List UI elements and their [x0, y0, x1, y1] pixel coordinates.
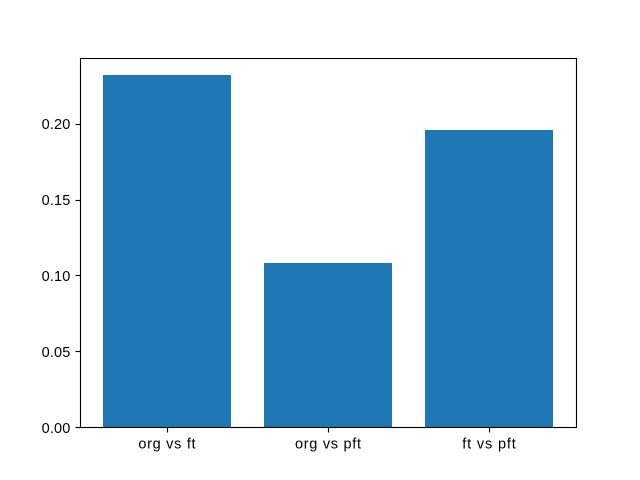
svg-text:0.10: 0.10 [42, 269, 71, 285]
svg-text:org vs ft: org vs ft [138, 436, 195, 452]
svg-text:org vs pft: org vs pft [295, 436, 361, 452]
svg-text:0.15: 0.15 [42, 193, 71, 209]
svg-text:0.00: 0.00 [42, 421, 71, 437]
svg-text:ft vs pft: ft vs pft [462, 436, 516, 452]
svg-text:0.20: 0.20 [42, 117, 71, 133]
svg-text:0.05: 0.05 [42, 345, 71, 361]
